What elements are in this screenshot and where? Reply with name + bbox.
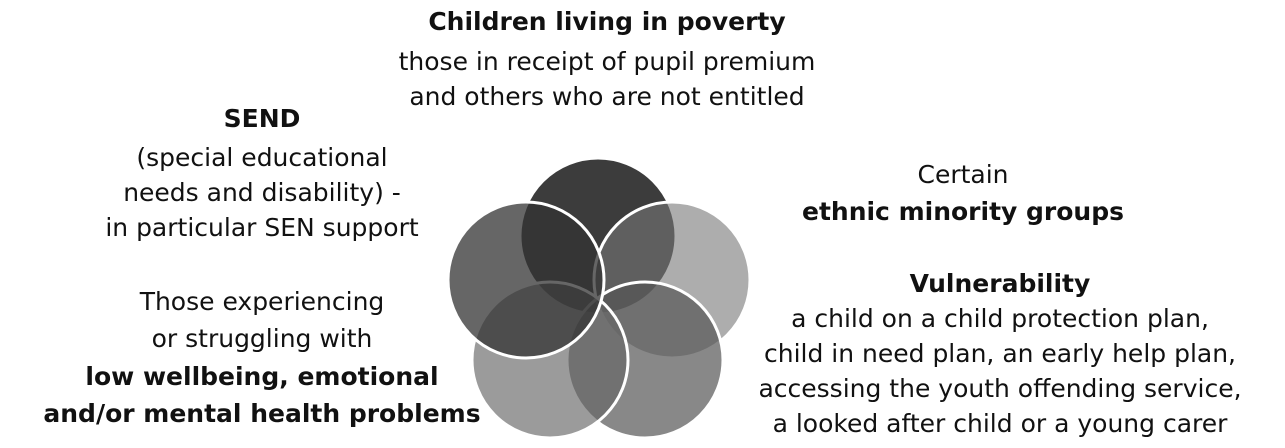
heading: SEND bbox=[224, 104, 301, 133]
text-line: in particular SEN support bbox=[105, 213, 419, 242]
circle-left bbox=[446, 200, 606, 360]
heading: Children living in poverty bbox=[428, 7, 785, 36]
text-line: and others who are not entitled bbox=[409, 82, 804, 111]
circles bbox=[446, 156, 752, 440]
text-line: Certain bbox=[917, 160, 1008, 189]
text-line: a child on a child protection plan, bbox=[791, 304, 1209, 333]
heading: and/or mental health problems bbox=[43, 399, 480, 428]
heading: ethnic minority groups bbox=[802, 197, 1124, 226]
text-line: or struggling with bbox=[152, 324, 373, 353]
vulnerability-text: Vulnerability a child on a child protect… bbox=[758, 269, 1241, 438]
poverty-text: Children living in poverty those in rece… bbox=[399, 7, 816, 111]
heading: low wellbeing, emotional bbox=[85, 362, 438, 391]
heading: Vulnerability bbox=[910, 269, 1091, 298]
text-line: a looked after child or a young carer bbox=[773, 409, 1229, 438]
text-line: Those experiencing bbox=[139, 287, 385, 316]
wellbeing-text: Those experiencing or struggling with lo… bbox=[43, 287, 480, 428]
text-line: (special educational bbox=[136, 143, 387, 172]
text-line: those in receipt of pupil premium bbox=[399, 47, 816, 76]
text-line: accessing the youth offending service, bbox=[758, 374, 1241, 403]
text-line: needs and disability) - bbox=[123, 178, 401, 207]
send-text: SEND (special educational needs and disa… bbox=[105, 104, 419, 242]
text-line: child in need plan, an early help plan, bbox=[764, 339, 1236, 368]
ethnic-text: Certain ethnic minority groups bbox=[802, 160, 1124, 226]
